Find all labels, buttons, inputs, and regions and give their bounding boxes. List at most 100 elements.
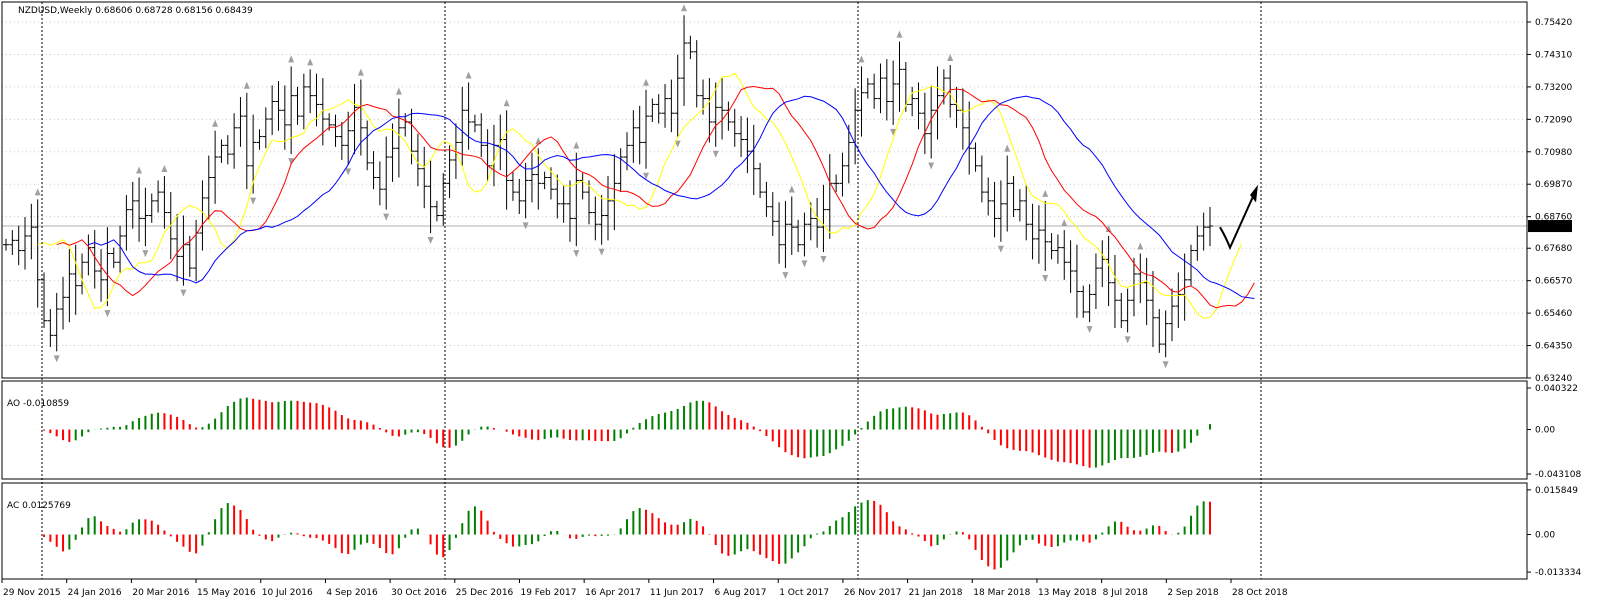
fractal-down <box>142 250 149 258</box>
x-tick-label: 18 Mar 2018 <box>973 588 1030 598</box>
ohlc-bar <box>985 177 992 216</box>
ohlc-bar <box>1073 244 1080 318</box>
ohlc-bar <box>60 276 67 330</box>
ohlc-bar <box>763 181 770 217</box>
fractal-up <box>288 55 295 63</box>
fractal-up <box>681 4 688 12</box>
ohlc-bar <box>155 180 162 213</box>
x-tick-label: 24 Jan 2016 <box>68 588 122 598</box>
x-tick-label: 20 Mar 2016 <box>132 588 189 598</box>
ohlc-bar <box>668 79 675 133</box>
ohlc-bar <box>731 108 738 147</box>
fractal-up <box>503 99 510 107</box>
x-tick-label: 8 Jul 2018 <box>1103 588 1148 598</box>
ohlc-bar <box>788 196 795 255</box>
ac-frame <box>1 482 1528 580</box>
fractal-up <box>896 30 903 38</box>
ohlc-bar <box>433 200 440 222</box>
ohlc-bar <box>148 193 155 223</box>
x-tick-label: 10 Jul 2016 <box>262 588 313 598</box>
fractal-down <box>890 128 897 136</box>
x-tick-label: 21 Jan 2018 <box>909 588 963 598</box>
ohlc-bar <box>915 82 922 130</box>
ohlc-bar <box>91 230 98 289</box>
ohlc-bar <box>414 133 421 187</box>
ohlc-bar <box>212 130 219 204</box>
ohlc-bar <box>598 195 605 245</box>
ohlc-bar <box>959 88 966 150</box>
ohlc-bar <box>22 216 29 270</box>
price-frame <box>1 1 1528 379</box>
y-tick-label: -0.013334 <box>1535 568 1581 578</box>
projection-arrow <box>1219 191 1256 251</box>
ohlc-bar <box>205 155 212 220</box>
x-tick-label: 30 Oct 2016 <box>391 588 447 598</box>
ohlc-bar <box>839 152 846 197</box>
ohlc-bar <box>231 113 238 169</box>
ohlc-bar <box>1010 176 1017 217</box>
ohlc-bar <box>522 162 529 219</box>
ohlc-bar <box>1029 203 1036 260</box>
ohlc-bar <box>224 135 231 165</box>
ohlc-bar <box>953 86 960 128</box>
ohlc-bar <box>300 73 307 130</box>
ohlc-bar <box>776 202 783 264</box>
fractal-up <box>395 87 402 95</box>
fractal-up <box>161 165 168 173</box>
chart-title: NZDUSD,Weekly 0.68606 0.68728 0.68156 0.… <box>18 6 253 16</box>
ohlc-bar <box>997 180 1004 242</box>
ohlc-bar <box>579 173 586 200</box>
x-tick-label: 19 Feb 2017 <box>520 588 576 598</box>
ohlc-bar <box>1130 257 1137 317</box>
ohlc-bar <box>928 85 935 159</box>
ohlc-bar <box>605 176 611 241</box>
ohlc-bar <box>890 60 897 125</box>
ohlc-bar <box>934 66 941 140</box>
x-tick-label: 4 Sep 2016 <box>326 588 378 598</box>
ohlc-bar <box>383 136 390 210</box>
x-tick-label: 15 May 2016 <box>197 588 256 598</box>
ohlc-bar <box>592 196 599 241</box>
ohlc-bar <box>199 180 206 251</box>
ohlc-bar <box>465 82 472 150</box>
ohlc-bar <box>947 64 954 118</box>
fractal-up <box>307 58 314 66</box>
ohlc-bar <box>909 86 916 117</box>
y-tick-label: 0.00 <box>1535 426 1555 436</box>
ohlc-bar <box>738 116 745 158</box>
ohlc-bar <box>313 73 320 127</box>
fractal-down <box>180 289 187 297</box>
x-tick-label: 28 Oct 2018 <box>1232 588 1288 598</box>
ohlc-bar <box>1194 225 1201 261</box>
ohlc-bar <box>364 120 371 171</box>
ohlc-bar <box>1168 288 1175 342</box>
ohlc-bar <box>877 63 884 114</box>
price-panel: 0.75420 0.74310 0.73200 0.72090 0.70980 0.698… <box>2 4 1572 384</box>
ohlc-bar <box>288 66 295 155</box>
fractal-down <box>928 162 935 170</box>
y-tick-label: 0.73200 <box>1535 83 1572 93</box>
ohlc-bar <box>376 161 383 206</box>
ohlc-bar <box>554 174 561 219</box>
fractal-down <box>782 272 789 280</box>
ohlc-bar <box>395 98 402 178</box>
ohlc-bar <box>136 177 143 242</box>
last-price-badge <box>1528 220 1572 233</box>
ao-panel: 0.040322 0.00 -0.043108 <box>36 384 1581 480</box>
ohlc-bar <box>174 214 181 282</box>
x-tick-label: 29 Nov 2015 <box>3 588 61 598</box>
ohlc-bar <box>655 94 662 124</box>
ohlc-bar <box>807 202 814 241</box>
x-tick-label: 1 Oct 2017 <box>779 588 829 598</box>
x-tick-label: 2 Sep 2018 <box>1167 588 1219 598</box>
ohlc-bar <box>681 15 688 106</box>
ohlc-bar <box>719 78 726 140</box>
ohlc-bar <box>256 129 263 150</box>
ohlc-bar <box>357 79 364 156</box>
fractal-down <box>643 172 650 180</box>
fractal-up <box>1042 189 1049 197</box>
ohlc-bar <box>902 62 909 112</box>
fractal-down <box>1086 326 1093 334</box>
fractal-down <box>250 197 257 205</box>
